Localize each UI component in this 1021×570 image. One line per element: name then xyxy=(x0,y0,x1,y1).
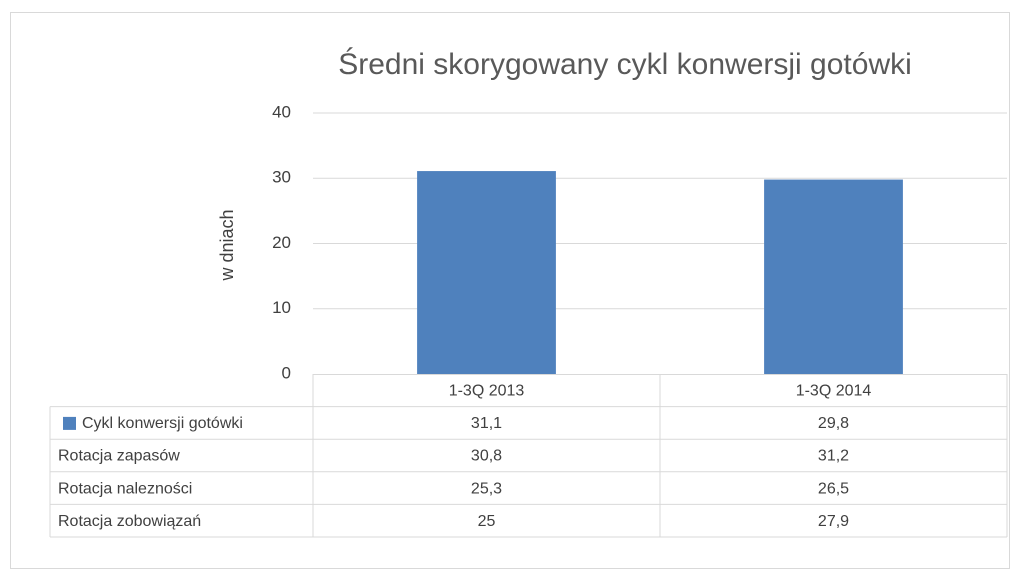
y-tick-label: 10 xyxy=(272,298,291,317)
row-label: Rotacja zapasów xyxy=(58,448,180,465)
x-tick-label: 1-3Q 2014 xyxy=(796,383,872,400)
chart-title: Średni skorygowany cykl konwersji gotówk… xyxy=(338,47,912,81)
y-tick-label: 30 xyxy=(272,168,291,187)
legend-key xyxy=(63,416,76,430)
y-tick-label: 0 xyxy=(282,363,291,382)
bar xyxy=(764,179,903,374)
table-value: 25 xyxy=(478,513,496,530)
row-label: Cykl konwersji gotówki xyxy=(82,415,243,432)
bar xyxy=(417,171,556,374)
table-value: 30,8 xyxy=(471,448,502,465)
table-value: 29,8 xyxy=(818,415,849,432)
table-value: 31,2 xyxy=(818,448,849,465)
table-value: 31,1 xyxy=(471,415,502,432)
table-value: 27,9 xyxy=(818,513,849,530)
table-value: 25,3 xyxy=(471,480,502,497)
y-tick-label: 20 xyxy=(272,233,291,252)
row-label: Rotacja zobowiązań xyxy=(58,513,201,530)
y-axis-label: w dniach xyxy=(217,209,237,281)
x-tick-label: 1-3Q 2013 xyxy=(449,383,525,400)
table-value: 26,5 xyxy=(818,480,849,497)
row-label: Rotacja nalezności xyxy=(58,480,192,497)
y-tick-label: 40 xyxy=(272,102,291,121)
